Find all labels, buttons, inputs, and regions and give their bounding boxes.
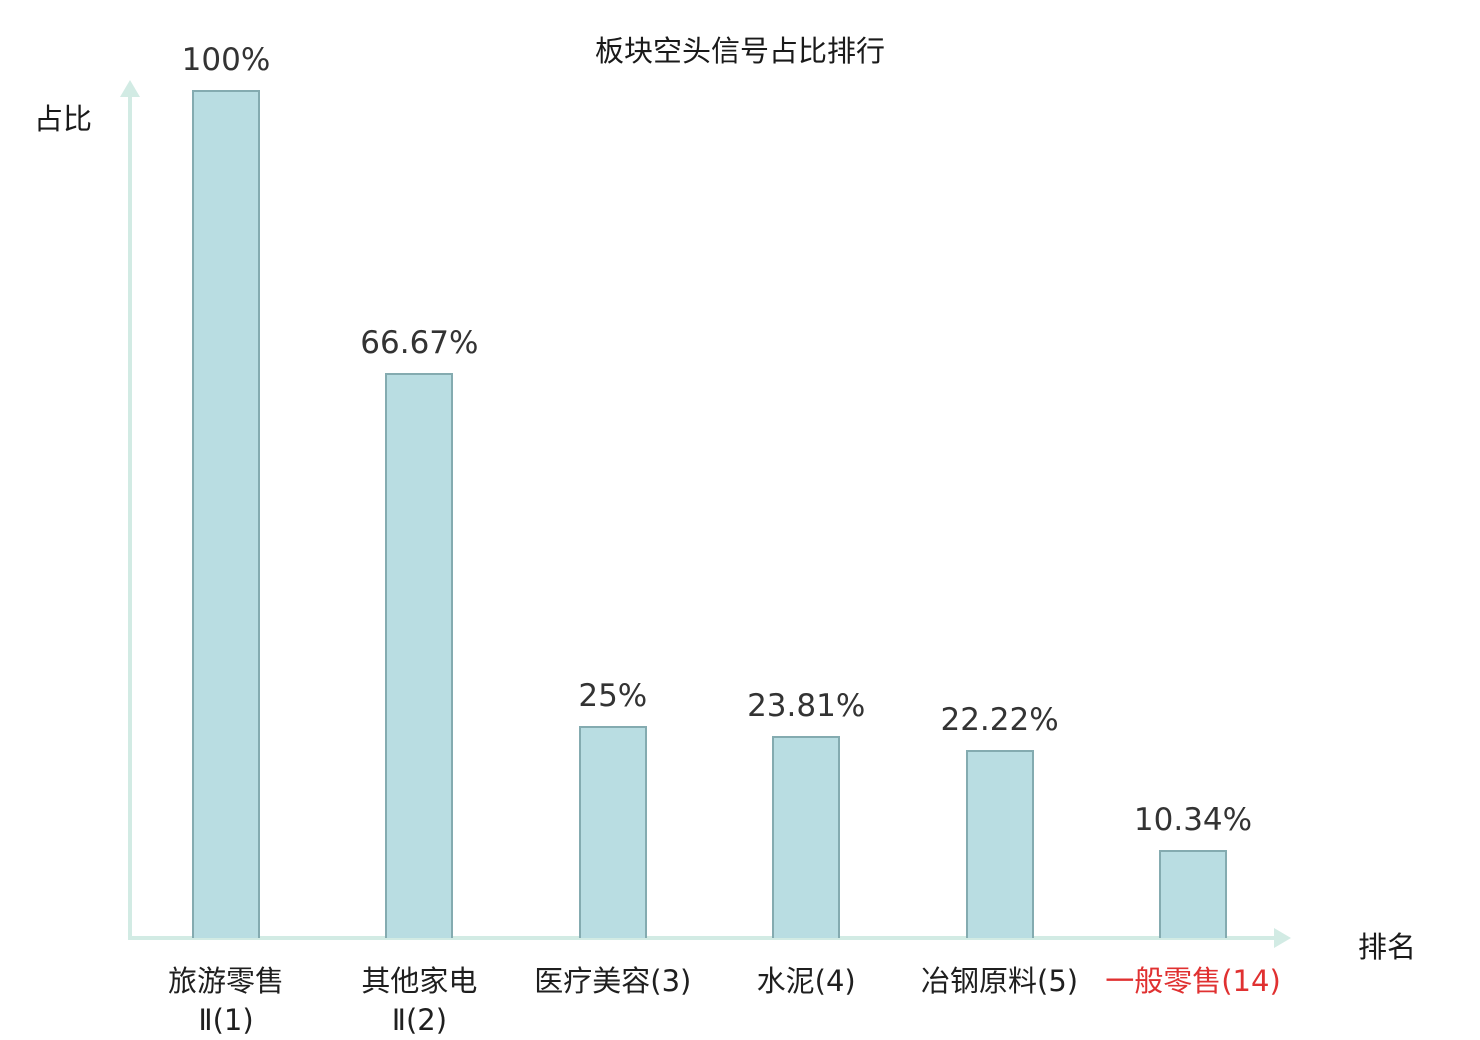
bar bbox=[192, 90, 260, 938]
y-axis-label: 占比 bbox=[34, 102, 93, 136]
bar-category-label: 旅游零售 Ⅱ(1) bbox=[167, 964, 284, 1038]
bar-value-label: 22.22% bbox=[940, 702, 1059, 738]
bar-category-label: 冶钢原料(5) bbox=[921, 964, 1079, 998]
chart-title: 板块空头信号占比排行 bbox=[594, 34, 885, 68]
bar bbox=[772, 736, 841, 938]
bar-value-label: 23.81% bbox=[747, 688, 866, 724]
bar-value-label: 25% bbox=[578, 678, 648, 714]
bar bbox=[965, 750, 1034, 938]
x-axis-arrow-icon bbox=[1274, 928, 1291, 948]
x-axis-label: 排名 bbox=[1358, 930, 1417, 964]
bar-category-label: 水泥(4) bbox=[756, 964, 856, 998]
bar-value-label: 10.34% bbox=[1133, 802, 1253, 838]
x-axis-line bbox=[130, 936, 1278, 940]
bar bbox=[385, 373, 454, 938]
bar-category-label: 其他家电 Ⅱ(2) bbox=[361, 964, 478, 1038]
bar-value-label: 66.67% bbox=[360, 325, 479, 361]
y-axis-line bbox=[128, 96, 132, 940]
bar-value-label: 100% bbox=[181, 42, 271, 78]
bar-category-label: 医疗美容(3) bbox=[534, 964, 692, 998]
bar-category-label: 一般零售(14) bbox=[1105, 964, 1281, 998]
bar bbox=[578, 726, 647, 938]
bar bbox=[1159, 850, 1227, 938]
y-axis-arrow-icon bbox=[120, 80, 140, 97]
